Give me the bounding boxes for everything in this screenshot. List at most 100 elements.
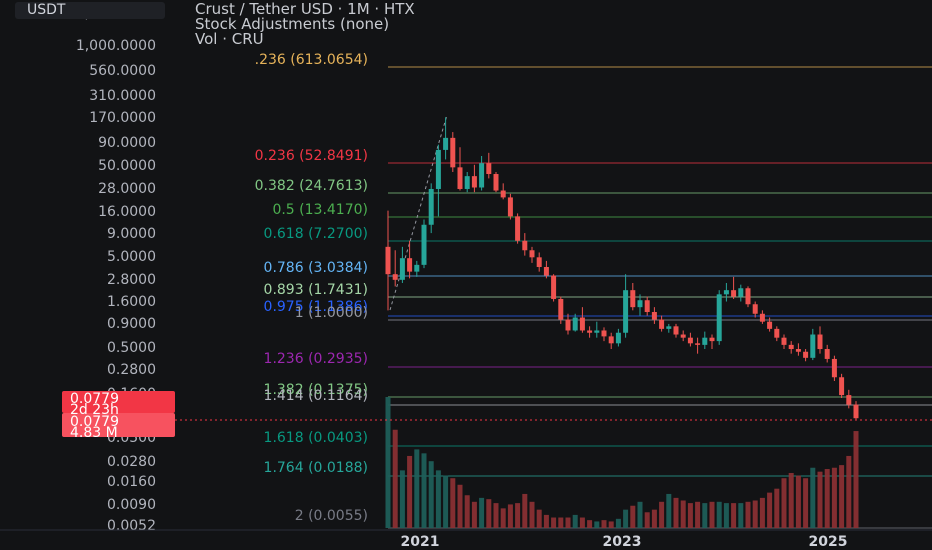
fib-level-label: 1 (1.0000) bbox=[295, 305, 368, 321]
candle-body bbox=[399, 258, 405, 280]
volume-bar bbox=[464, 495, 470, 528]
candle-body bbox=[500, 190, 506, 198]
candle-body bbox=[709, 337, 715, 342]
y-tick-label: 0.2800 bbox=[107, 362, 156, 378]
volume-bar bbox=[709, 501, 715, 528]
volume-bar bbox=[407, 455, 413, 528]
candle-body bbox=[522, 240, 528, 251]
candle-body bbox=[846, 395, 852, 405]
volume-bar bbox=[594, 521, 600, 528]
volume-bar bbox=[803, 478, 809, 528]
candle-body bbox=[752, 304, 758, 314]
price-badge bbox=[62, 391, 175, 413]
volume-bar bbox=[615, 518, 621, 528]
candle-body bbox=[687, 337, 693, 344]
candle-body bbox=[673, 326, 679, 335]
y-tick-label: 50.0000 bbox=[98, 158, 156, 174]
candle-body bbox=[795, 349, 801, 352]
volume-bar bbox=[824, 469, 830, 528]
y-tick-label: 0.0090 bbox=[107, 497, 156, 513]
volume-bar bbox=[536, 509, 542, 528]
volume-bar bbox=[630, 505, 636, 528]
y-tick-label: 16.0000 bbox=[98, 204, 156, 220]
y-tick-label: 0.0052 bbox=[107, 518, 156, 534]
candle-body bbox=[551, 275, 557, 299]
volume-bar bbox=[774, 488, 780, 528]
volume-bar bbox=[687, 503, 693, 528]
volume-bar bbox=[572, 514, 578, 528]
volume-bar bbox=[601, 520, 607, 528]
volume-bar bbox=[702, 503, 708, 528]
volume-bar bbox=[810, 467, 816, 528]
fib-level-label: 0.786 (3.0384) bbox=[264, 260, 368, 276]
candle-body bbox=[759, 313, 765, 322]
fib-level-label: 1.236 (0.2935) bbox=[264, 351, 368, 367]
candle-body bbox=[543, 266, 549, 276]
candle-body bbox=[594, 330, 600, 333]
candle-body bbox=[392, 274, 398, 280]
candle-body bbox=[579, 317, 585, 331]
candle-body bbox=[421, 224, 427, 265]
y-tick-label: 28.0000 bbox=[98, 181, 156, 197]
volume-bar bbox=[543, 514, 549, 528]
y-tick-label: 9.0000 bbox=[107, 226, 156, 242]
y-tick-label: 170.0000 bbox=[89, 110, 156, 126]
candle-body bbox=[644, 300, 650, 313]
price-badge-value: 0.0779 bbox=[70, 391, 119, 407]
volume-bar bbox=[443, 475, 449, 528]
candle-body bbox=[558, 298, 564, 320]
volume-bar bbox=[781, 478, 787, 528]
candle-body bbox=[443, 137, 449, 150]
y-tick-label: 0.5000 bbox=[107, 340, 156, 356]
candle-body bbox=[385, 246, 391, 275]
candle-body bbox=[608, 336, 614, 344]
volume-bar bbox=[558, 517, 564, 528]
candle-body bbox=[788, 344, 794, 350]
y-tick-label: 560.0000 bbox=[89, 63, 156, 79]
volume-bar bbox=[500, 508, 506, 528]
candle-body bbox=[781, 337, 787, 345]
volume-bar bbox=[695, 501, 701, 528]
y-tick-label: 1,000.0000 bbox=[76, 38, 156, 54]
symbol-box[interactable]: USDT bbox=[15, 2, 165, 19]
volume-bar bbox=[479, 497, 485, 528]
candle-body bbox=[695, 343, 701, 345]
volume-bar bbox=[623, 509, 629, 528]
volume-bar bbox=[421, 453, 427, 528]
volume-bar bbox=[644, 512, 650, 528]
candle-body bbox=[680, 334, 686, 338]
chart-title: Crust / Tether USD · 1M · HTX bbox=[195, 0, 415, 18]
volume-badge-value: 4.83 M bbox=[70, 425, 118, 441]
candle-body bbox=[507, 197, 513, 217]
fib-level-label: 0.5 (13.4170) bbox=[272, 202, 368, 218]
volume-bar bbox=[392, 429, 398, 528]
volume-label: Vol · CRU bbox=[195, 30, 264, 48]
candle-body bbox=[853, 404, 859, 419]
candle-body bbox=[615, 332, 621, 344]
volume-bar bbox=[839, 465, 845, 528]
candle-body bbox=[536, 257, 542, 267]
candle-body bbox=[435, 149, 441, 189]
volume-bar bbox=[759, 497, 765, 528]
volume-bar bbox=[565, 517, 571, 528]
volume-bar bbox=[651, 509, 657, 528]
fib-level-label: 1.414 (0.1164) bbox=[264, 388, 368, 404]
fib-level-label: 1.382 (0.1375) bbox=[264, 382, 368, 398]
volume-bar bbox=[457, 484, 463, 528]
volume-bar bbox=[522, 493, 528, 528]
countdown-badge-value: 2d 23h bbox=[70, 402, 119, 418]
candle-body bbox=[824, 349, 830, 359]
fib-level-label: 0.382 (24.7613) bbox=[255, 178, 368, 194]
fib-level-label: 1.618 (0.0403) bbox=[264, 430, 368, 446]
volume-bar bbox=[680, 500, 686, 528]
volume-bar bbox=[716, 501, 722, 528]
fib-level-label: 0.893 (1.7431) bbox=[264, 282, 368, 298]
volume-bar bbox=[788, 472, 794, 528]
x-tick-label: 2021 bbox=[401, 534, 440, 550]
candle-body bbox=[839, 377, 845, 396]
candle-body bbox=[723, 290, 729, 295]
volume-bar bbox=[817, 471, 823, 528]
volume-bar bbox=[579, 517, 585, 528]
